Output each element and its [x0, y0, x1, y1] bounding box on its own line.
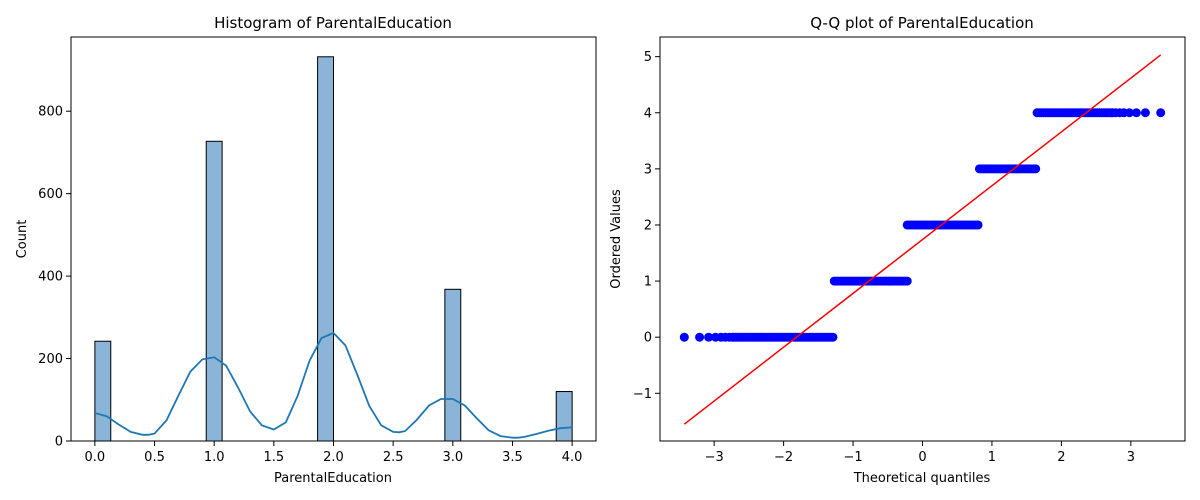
x-tick-label: 2.0: [323, 450, 344, 465]
x-tick-label: 1.5: [263, 450, 284, 465]
histogram-y-ticks: 0 200 400 600 800: [38, 105, 71, 450]
histogram-bar: [94, 340, 112, 442]
qq-x-label: Theoretical quantiles: [853, 471, 991, 486]
qq-point: [1031, 164, 1041, 174]
y-tick-label: 200: [38, 352, 63, 367]
qq-point: [679, 332, 689, 342]
qq-title: Q-Q plot of ParentalEducation: [810, 14, 1034, 32]
x-tick-label: 3: [1127, 450, 1135, 465]
y-tick-label: 800: [38, 105, 63, 120]
histogram-y-label: Count: [15, 220, 30, 259]
x-tick-label: 2.5: [383, 450, 404, 465]
histogram-bar: [317, 56, 334, 442]
qq-point: [1156, 108, 1166, 118]
qq-points: [679, 108, 1166, 342]
qq-fit-line: [683, 54, 1162, 425]
x-tick-label: 4.0: [562, 450, 583, 465]
qq-y-label: Ordered Values: [609, 189, 624, 289]
y-tick-label: 600: [38, 187, 63, 202]
x-tick-label: 0.0: [85, 450, 106, 465]
histogram-chart: Histogram of ParentalEducation 0.0 0.5 1.0…: [15, 14, 597, 486]
histogram-bar: [444, 288, 462, 442]
qq-point: [1107, 108, 1117, 118]
qq-y-ticks: −1 0 1 2 3 4 5: [633, 50, 660, 402]
kde-curve: [94, 331, 573, 439]
histogram-x-ticks: 0.0 0.5 1.0 1.5 2.0 2.5 3.0 3.5 4.0: [85, 441, 583, 465]
x-tick-label: 1: [988, 450, 996, 465]
y-tick-label: 3: [644, 162, 652, 177]
y-tick-label: 2: [644, 218, 652, 233]
histogram-bars: [94, 56, 573, 442]
x-tick-label: 3.5: [502, 450, 523, 465]
x-tick-label: 0.5: [144, 450, 165, 465]
qq-point: [1131, 108, 1141, 118]
y-tick-label: 1: [644, 275, 652, 290]
x-tick-label: −1: [843, 450, 862, 465]
x-tick-label: 1.0: [204, 450, 225, 465]
y-tick-label: 0: [55, 435, 63, 450]
qq-point: [828, 332, 838, 342]
y-tick-label: 4: [644, 106, 652, 121]
qq-point: [973, 220, 983, 230]
y-tick-label: 0: [644, 331, 652, 346]
qq-point: [1140, 108, 1150, 118]
qq-point: [704, 332, 714, 342]
qq-x-ticks: −3 −2 −1 0 1 2 3: [705, 441, 1135, 465]
qq-chart: Q-Q plot of ParentalEducation −3 −2 −1 0 1 2 3…: [609, 14, 1186, 486]
y-tick-label: 400: [38, 270, 63, 285]
y-tick-label: −1: [633, 387, 652, 402]
qq-point: [695, 332, 705, 342]
x-tick-label: 3.0: [442, 450, 463, 465]
y-tick-label: 5: [644, 50, 652, 65]
histogram-bar: [555, 391, 573, 442]
x-tick-label: 2: [1057, 450, 1065, 465]
x-tick-label: −2: [774, 450, 793, 465]
histogram-title: Histogram of ParentalEducation: [214, 14, 452, 32]
x-tick-label: −3: [705, 450, 724, 465]
x-tick-label: 0: [918, 450, 926, 465]
histogram-x-label: ParentalEducation: [274, 471, 392, 486]
histogram-bar: [205, 140, 223, 442]
qq-point: [902, 276, 912, 286]
